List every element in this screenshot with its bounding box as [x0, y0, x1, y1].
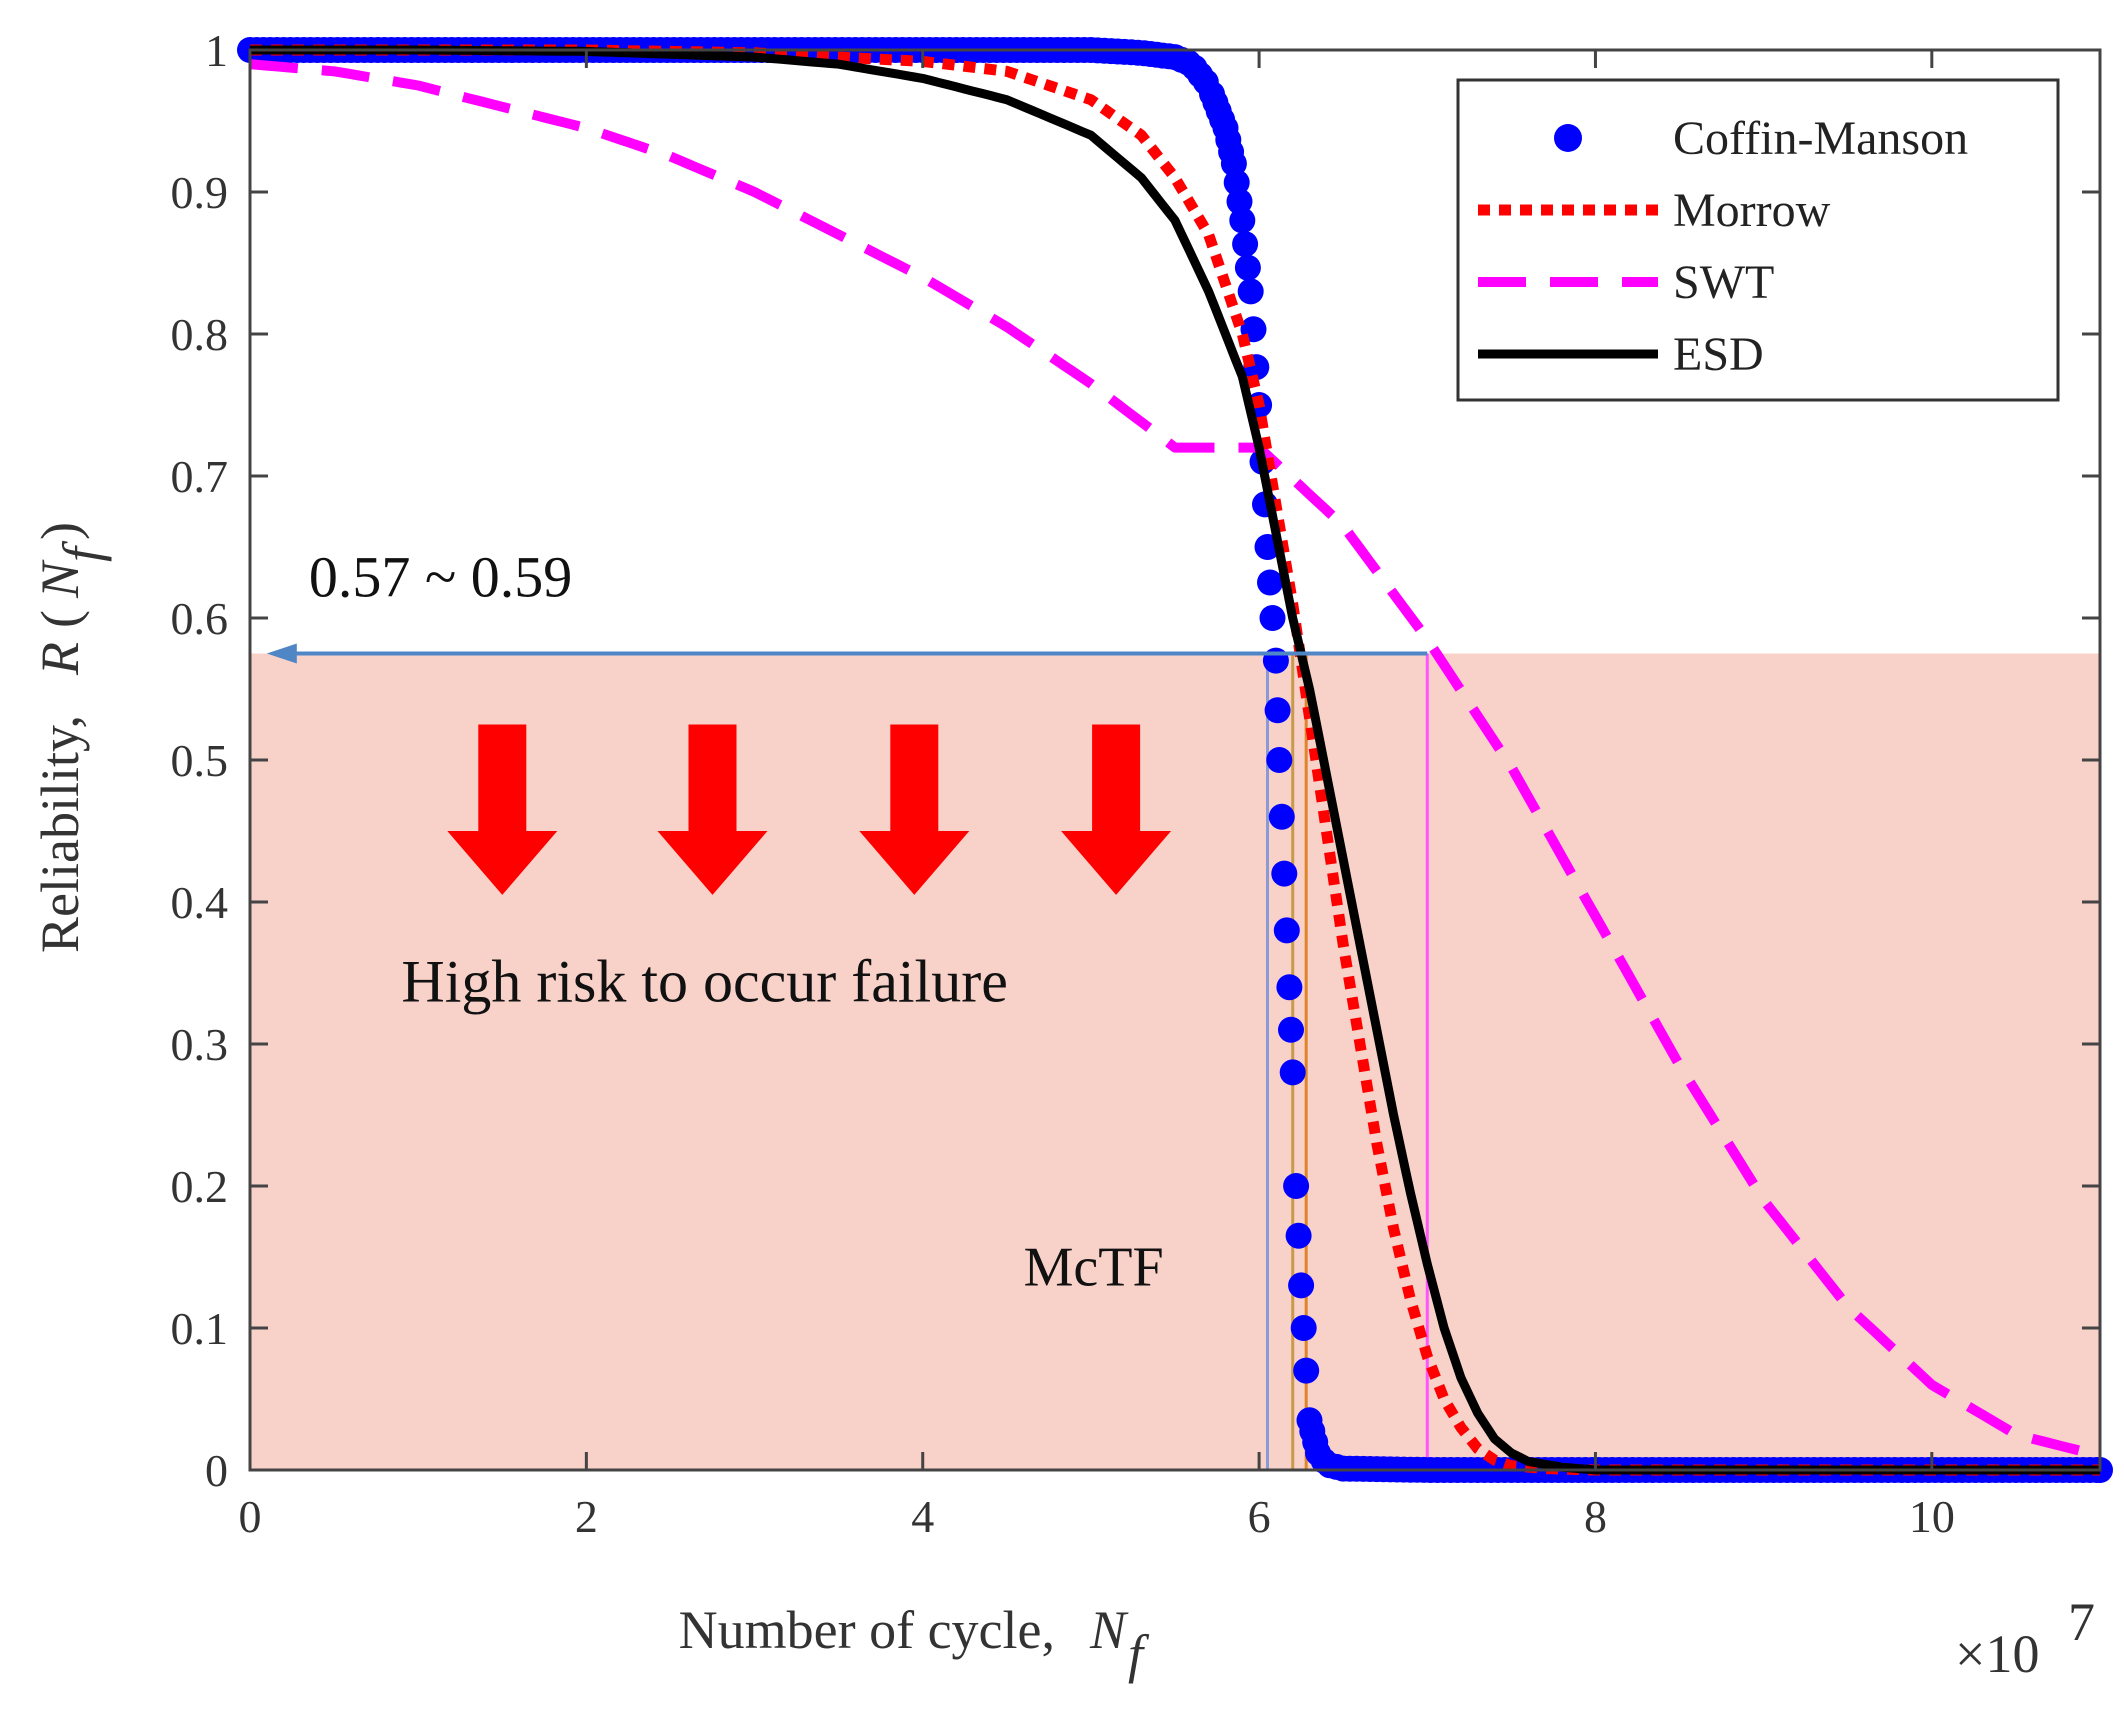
series-coffin-manson-point	[1288, 1272, 1315, 1299]
y-tick-label-0: 0	[205, 1445, 228, 1496]
legend-morrow-label: Morrow	[1673, 184, 1831, 237]
series-coffin-manson-point	[1234, 254, 1261, 281]
series-coffin-manson-point	[1283, 1173, 1310, 1199]
series-coffin-manson-point	[1276, 974, 1303, 1001]
series-coffin-manson-point	[1279, 1059, 1306, 1086]
y-tick-label-4: 0.4	[171, 877, 229, 928]
annotation-0: 0.57 ~ 0.59	[309, 545, 572, 610]
y-tick-label-1: 0.1	[171, 1303, 229, 1354]
x-tick-label-4: 8	[1584, 1491, 1607, 1542]
y-axis-ticks: 0 0.1 0.2 0.3 0.4 0.5 0.6 0.7 0.8 0.9 1	[171, 25, 2100, 1496]
y-axis-title: Reliability,	[30, 715, 90, 953]
series-coffin-manson-point	[1223, 169, 1250, 196]
series-coffin-manson-point	[1237, 278, 1264, 305]
series-coffin-manson-point	[1268, 803, 1295, 830]
y-tick-label-9: 0.9	[171, 167, 229, 218]
x-tick-label-0: 0	[239, 1491, 262, 1542]
series-swt	[249, 59, 2102, 1461]
y-axis-symbol: R	[30, 642, 90, 676]
risk-region	[250, 653, 2100, 1470]
x-axis-ticks: 0 2 4 6 8 10	[239, 50, 1955, 1542]
down-arrow-2	[859, 724, 970, 895]
threshold-arrow	[266, 643, 1428, 664]
series-coffin-manson-point	[1259, 605, 1286, 631]
y-tick-label-2: 0.2	[171, 1161, 229, 1212]
legend-coffin-manson-swatch	[1554, 124, 1582, 152]
series-coffin-manson-point	[1229, 207, 1256, 234]
series-coffin-manson-point	[1232, 231, 1259, 258]
y-tick-label-5: 0.5	[171, 735, 229, 786]
y-axis-arg: N	[30, 559, 90, 599]
risk-region-rect	[250, 653, 2100, 1470]
x-tick-label-2: 4	[911, 1491, 934, 1542]
y-tick-label-3: 0.3	[171, 1019, 229, 1070]
legend-swt-label: SWT	[1673, 256, 1774, 309]
down-arrow-0	[447, 724, 558, 895]
series-coffin-manson-point	[1257, 569, 1283, 596]
x-tick-label-1: 2	[575, 1491, 598, 1542]
down-arrow-1	[657, 724, 768, 895]
series-coffin-manson-point	[1285, 1222, 1312, 1249]
y-tick-label-8: 0.8	[171, 309, 229, 360]
x-multiplier-exponent: 7	[2068, 1592, 2095, 1652]
y-axis-close-paren: )	[30, 522, 90, 540]
legend-esd-label: ESD	[1673, 328, 1764, 381]
series-coffin-manson-point	[1293, 1357, 1320, 1384]
y-tick-label-7: 0.7	[171, 451, 229, 502]
annotation-1: High risk to occur failure	[401, 948, 1007, 1014]
y-tick-label-6: 0.6	[171, 593, 229, 644]
y-axis-open-paren: (	[30, 610, 90, 628]
series-coffin-manson-point	[1278, 1016, 1304, 1043]
series-coffin-manson-point	[1264, 697, 1291, 724]
annotation-2: McTF	[1024, 1236, 1164, 1298]
x-tick-label-3: 6	[1248, 1491, 1271, 1542]
series-coffin-manson-point	[1273, 917, 1300, 944]
x-axis-title: Number of cycle,	[679, 1600, 1055, 1660]
series-coffin-manson-point	[1266, 747, 1293, 773]
threshold-arrow-head	[266, 643, 297, 664]
down-arrow-3	[1061, 724, 1172, 895]
down-arrows	[447, 724, 1172, 895]
x-tick-label-5: 10	[1909, 1491, 1955, 1542]
legend: Coffin-Manson Morrow SWT ESD	[1456, 78, 2060, 402]
y-tick-label-10: 1	[205, 25, 228, 76]
x-multiplier: ×10	[1955, 1624, 2039, 1684]
series-coffin-manson-point	[1290, 1315, 1317, 1341]
legend-coffin-manson-label: Coffin-Manson	[1673, 112, 1968, 165]
x-axis-symbol: N	[1089, 1600, 1129, 1660]
series-coffin-manson-point	[1271, 860, 1298, 887]
annotations: 0.57 ~ 0.59 High risk to occur failure McT…	[309, 545, 1164, 1299]
